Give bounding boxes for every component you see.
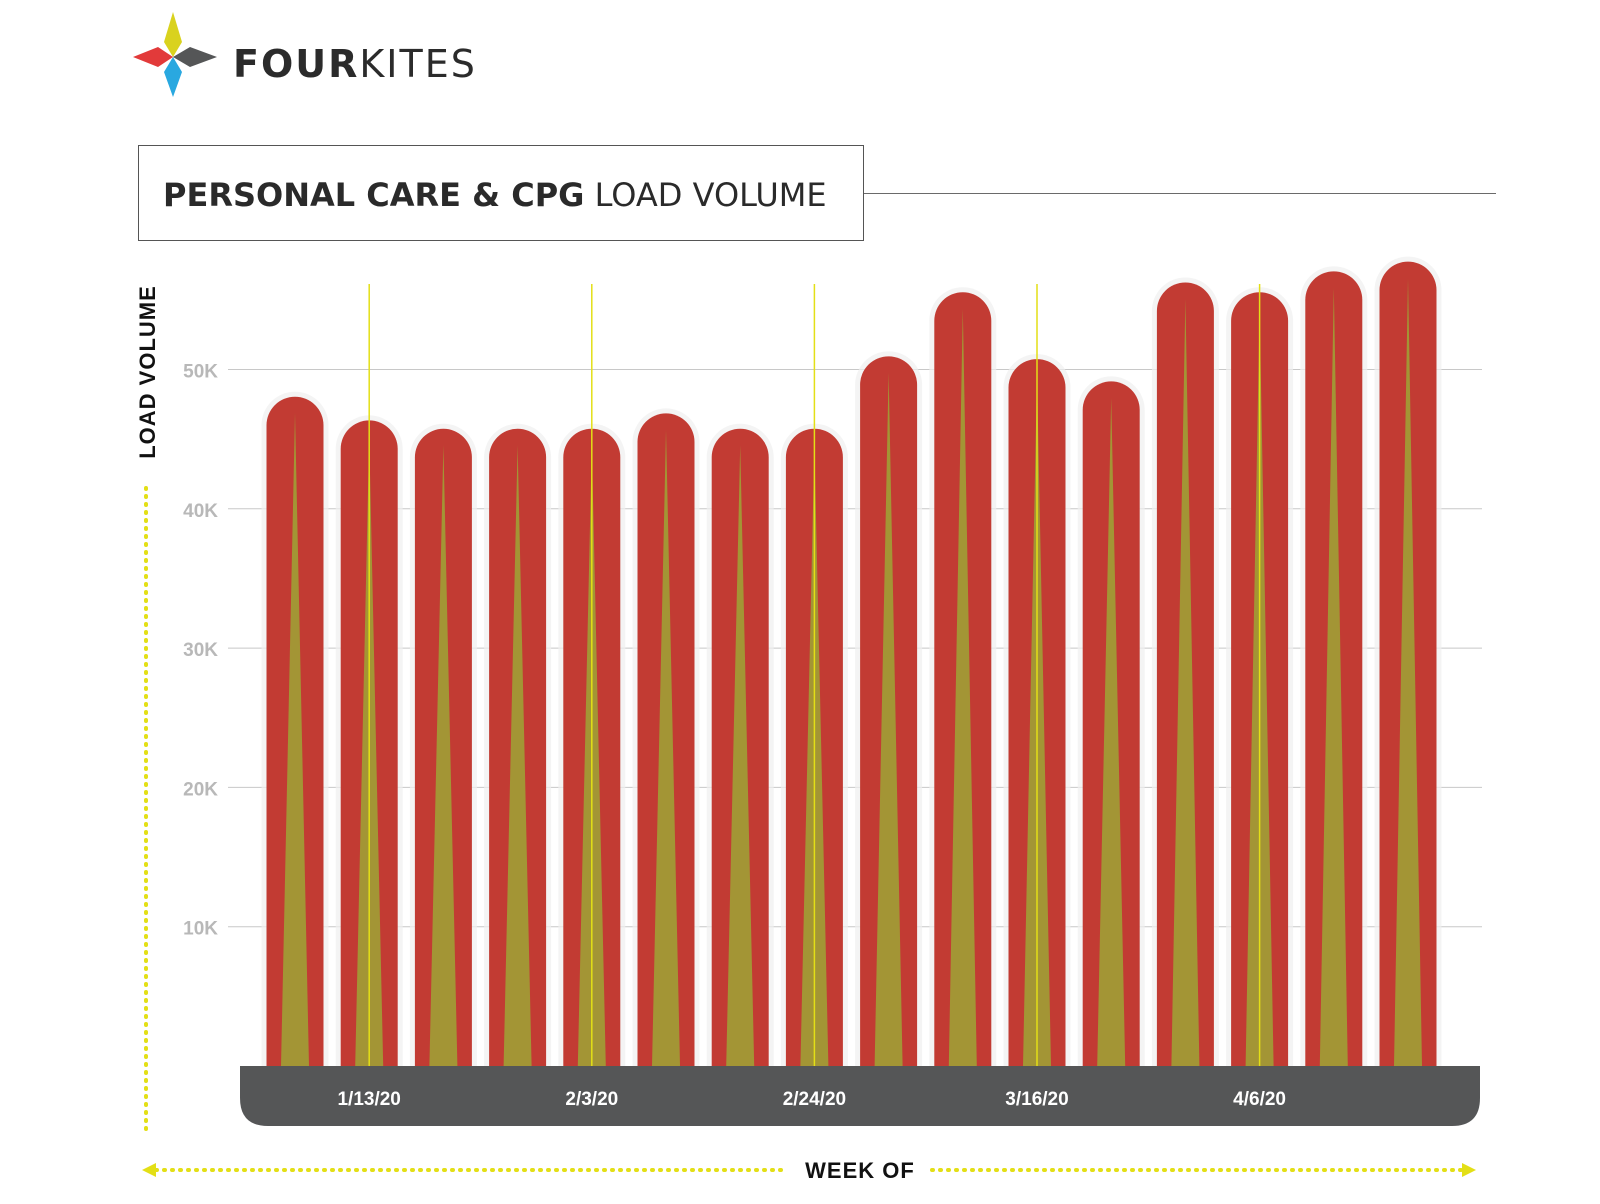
- y-tick-label: 40K: [183, 501, 218, 522]
- brand-name-bold: FOUR: [233, 42, 360, 86]
- arrow-left-icon: [142, 1163, 156, 1177]
- bar-group: [261, 391, 329, 1067]
- y-tick-label: 20K: [183, 779, 218, 800]
- bar-spike: [1171, 298, 1200, 1066]
- chart-title-box: PERSONAL CARE & CPG LOAD VOLUME: [138, 145, 864, 241]
- x-tick-label: 3/16/20: [1005, 1089, 1068, 1110]
- y-axis-label-wrap: LOAD VOLUME: [128, 274, 168, 470]
- bar-spike: [1394, 278, 1422, 1066]
- y-axis-label: LOAD VOLUME: [135, 285, 160, 459]
- bar-group: [632, 408, 700, 1066]
- bar-spike: [1319, 287, 1348, 1067]
- x-axis-band: [240, 1066, 1480, 1126]
- x-axis-label: WEEK OF: [805, 1158, 915, 1183]
- chart-title-bold: PERSONAL CARE & CPG: [163, 176, 585, 214]
- brand-name: FOURKITES: [233, 42, 477, 86]
- title-divider: [864, 193, 1496, 194]
- arrow-right-icon: [1462, 1163, 1476, 1177]
- x-tick-label: 2/24/20: [783, 1089, 846, 1110]
- bar-group: [1300, 266, 1368, 1067]
- chart-title: PERSONAL CARE & CPG LOAD VOLUME: [163, 176, 827, 214]
- y-tick-label: 50K: [183, 362, 218, 383]
- bar-spike: [948, 308, 977, 1066]
- x-tick-label: 1/13/20: [337, 1089, 400, 1110]
- bar-group: [706, 423, 774, 1066]
- bar-group: [929, 287, 997, 1066]
- bar-group: [484, 423, 552, 1066]
- x-tick-label: 4/6/20: [1233, 1089, 1286, 1110]
- bar-spike: [652, 429, 680, 1066]
- y-tick-label: 30K: [183, 640, 218, 661]
- bar-spike: [503, 445, 532, 1066]
- bar-spike: [874, 372, 903, 1066]
- brand-name-light: KITES: [359, 42, 477, 86]
- bar-group: [855, 351, 923, 1066]
- bar-spike: [726, 445, 755, 1066]
- bar-spike: [429, 445, 458, 1066]
- bar-group: [409, 423, 477, 1066]
- bar-spike: [1097, 397, 1126, 1067]
- y-tick-label: 10K: [183, 919, 218, 940]
- bar-group: [1151, 277, 1219, 1066]
- x-tick-label: 2/3/20: [565, 1089, 618, 1110]
- fourkites-logo: FOURKITES: [133, 12, 475, 102]
- chart-title-light: LOAD VOLUME: [594, 176, 827, 214]
- bar-group: [1077, 376, 1145, 1067]
- compass-star-icon: [133, 12, 217, 97]
- bar-group: [1374, 256, 1442, 1066]
- bar-spike: [281, 413, 309, 1067]
